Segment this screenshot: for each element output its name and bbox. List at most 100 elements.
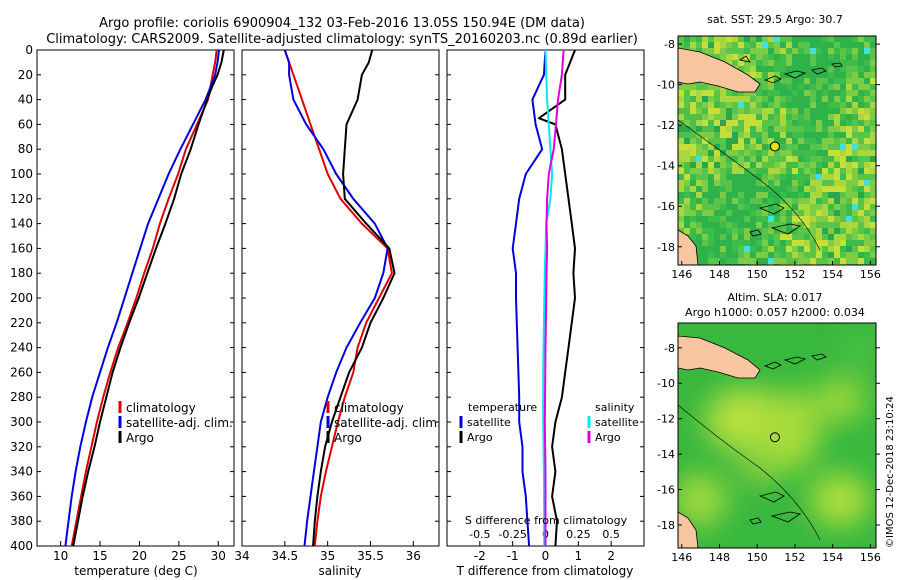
sst-pixel — [750, 42, 756, 48]
sst-pixel — [852, 246, 858, 252]
difference-legend: temperature satellite Argo salinity sate… — [459, 401, 639, 444]
sst-pixel — [810, 222, 816, 228]
sst-pixel — [786, 132, 792, 138]
sst-pixel — [828, 156, 834, 162]
argo-float-marker[interactable] — [769, 141, 780, 152]
sst-pixel — [870, 42, 876, 48]
sst-pixel — [738, 192, 744, 198]
sst-pixel — [846, 234, 852, 240]
sst-pixel — [756, 144, 762, 150]
sst-pixel — [870, 150, 876, 156]
sst-pixel — [684, 156, 690, 162]
sst-pixel — [696, 48, 702, 54]
sst-pixel — [786, 120, 792, 126]
argo-float-marker[interactable] — [769, 432, 780, 443]
sst-pixel — [822, 150, 828, 156]
sst-pixel — [852, 210, 858, 216]
sst-pixel — [684, 168, 690, 174]
sst-pixel — [696, 246, 702, 252]
sst-pixel — [696, 84, 702, 90]
sst-pixel — [792, 216, 798, 222]
sst-pixel — [768, 222, 774, 228]
sst-pixel — [756, 78, 762, 84]
sst-pixel — [750, 162, 756, 168]
sst-pixel — [864, 162, 870, 168]
sst-pixel — [834, 210, 840, 216]
sst-pixel — [816, 114, 822, 120]
sst-pixel — [696, 216, 702, 222]
sst-pixel — [756, 72, 762, 78]
sst-pixel — [756, 234, 762, 240]
sst-pixel — [690, 156, 696, 162]
sst-pixel — [774, 240, 780, 246]
new-guinea-land — [678, 335, 761, 379]
sst-pixel — [732, 192, 738, 198]
legend-label-t-satellite: satellite — [467, 416, 511, 429]
sst-pixel — [840, 84, 846, 90]
sst-pixel — [714, 138, 720, 144]
sst-pixel — [780, 210, 786, 216]
sst-pixel — [804, 174, 810, 180]
sst-pixel — [714, 186, 720, 192]
sst-pixel — [852, 78, 858, 84]
sst-pixel — [822, 210, 828, 216]
y-tick-label: 80 — [18, 142, 33, 156]
sst-pixel — [738, 156, 744, 162]
sst-pixel — [726, 162, 732, 168]
sst-pixel — [846, 120, 852, 126]
sst-pixel — [828, 174, 834, 180]
lon-tick-label: 154 — [822, 551, 843, 564]
sst-pixel — [852, 54, 858, 60]
sst-pixel — [786, 222, 792, 228]
sst-pixel — [852, 84, 858, 90]
sst-pixel — [702, 138, 708, 144]
sst-pixel — [792, 42, 798, 48]
sst-pixel — [822, 222, 828, 228]
legend-label-t-argo: Argo — [467, 431, 493, 444]
sst-pixel — [756, 240, 762, 246]
sst-pixel — [720, 102, 726, 108]
sst-pixel — [684, 102, 690, 108]
sst-pixel — [810, 156, 816, 162]
sst-pixel — [756, 174, 762, 180]
sst-pixel — [780, 174, 786, 180]
sst-pixel — [816, 120, 822, 126]
sst-pixel — [864, 48, 870, 54]
sst-pixel — [720, 108, 726, 114]
sst-pixel — [714, 114, 720, 120]
sst-pixel — [828, 114, 834, 120]
sst-pixel — [780, 66, 786, 72]
sst-pixel — [732, 36, 738, 42]
sst-pixel — [792, 192, 798, 198]
sst-pixel — [744, 48, 750, 54]
sst-pixel — [762, 126, 768, 132]
lon-tick-label: 146 — [671, 268, 692, 281]
legend-label-s-argo: Argo — [595, 431, 621, 444]
sst-pixel — [732, 108, 738, 114]
sla-map[interactable] — [674, 323, 880, 548]
sst-pixel — [702, 210, 708, 216]
sst-pixel — [834, 114, 840, 120]
temperature-chart: 10 15 20 25 30020406080100120140160180200220… — [10, 43, 234, 563]
y-tick-label: 0 — [25, 43, 33, 57]
sst-pixel — [744, 138, 750, 144]
sst-map[interactable] — [678, 36, 876, 270]
sst-pixel — [750, 150, 756, 156]
sst-pixel — [702, 42, 708, 48]
sst-pixel — [714, 96, 720, 102]
sst-pixel — [702, 120, 708, 126]
sst-pixel — [690, 180, 696, 186]
sst-pixel — [762, 90, 768, 96]
sst-pixel — [846, 114, 852, 120]
sst-pixel — [744, 192, 750, 198]
sst-pixel — [684, 204, 690, 210]
sst-pixel — [726, 156, 732, 162]
sst-pixel — [858, 180, 864, 186]
sst-pixel — [714, 144, 720, 150]
sst-pixel — [810, 90, 816, 96]
sst-pixel — [804, 36, 810, 42]
sst-pixel — [762, 228, 768, 234]
sst-pixel — [780, 42, 786, 48]
sst-pixel — [858, 252, 864, 258]
sst-pixel — [834, 174, 840, 180]
